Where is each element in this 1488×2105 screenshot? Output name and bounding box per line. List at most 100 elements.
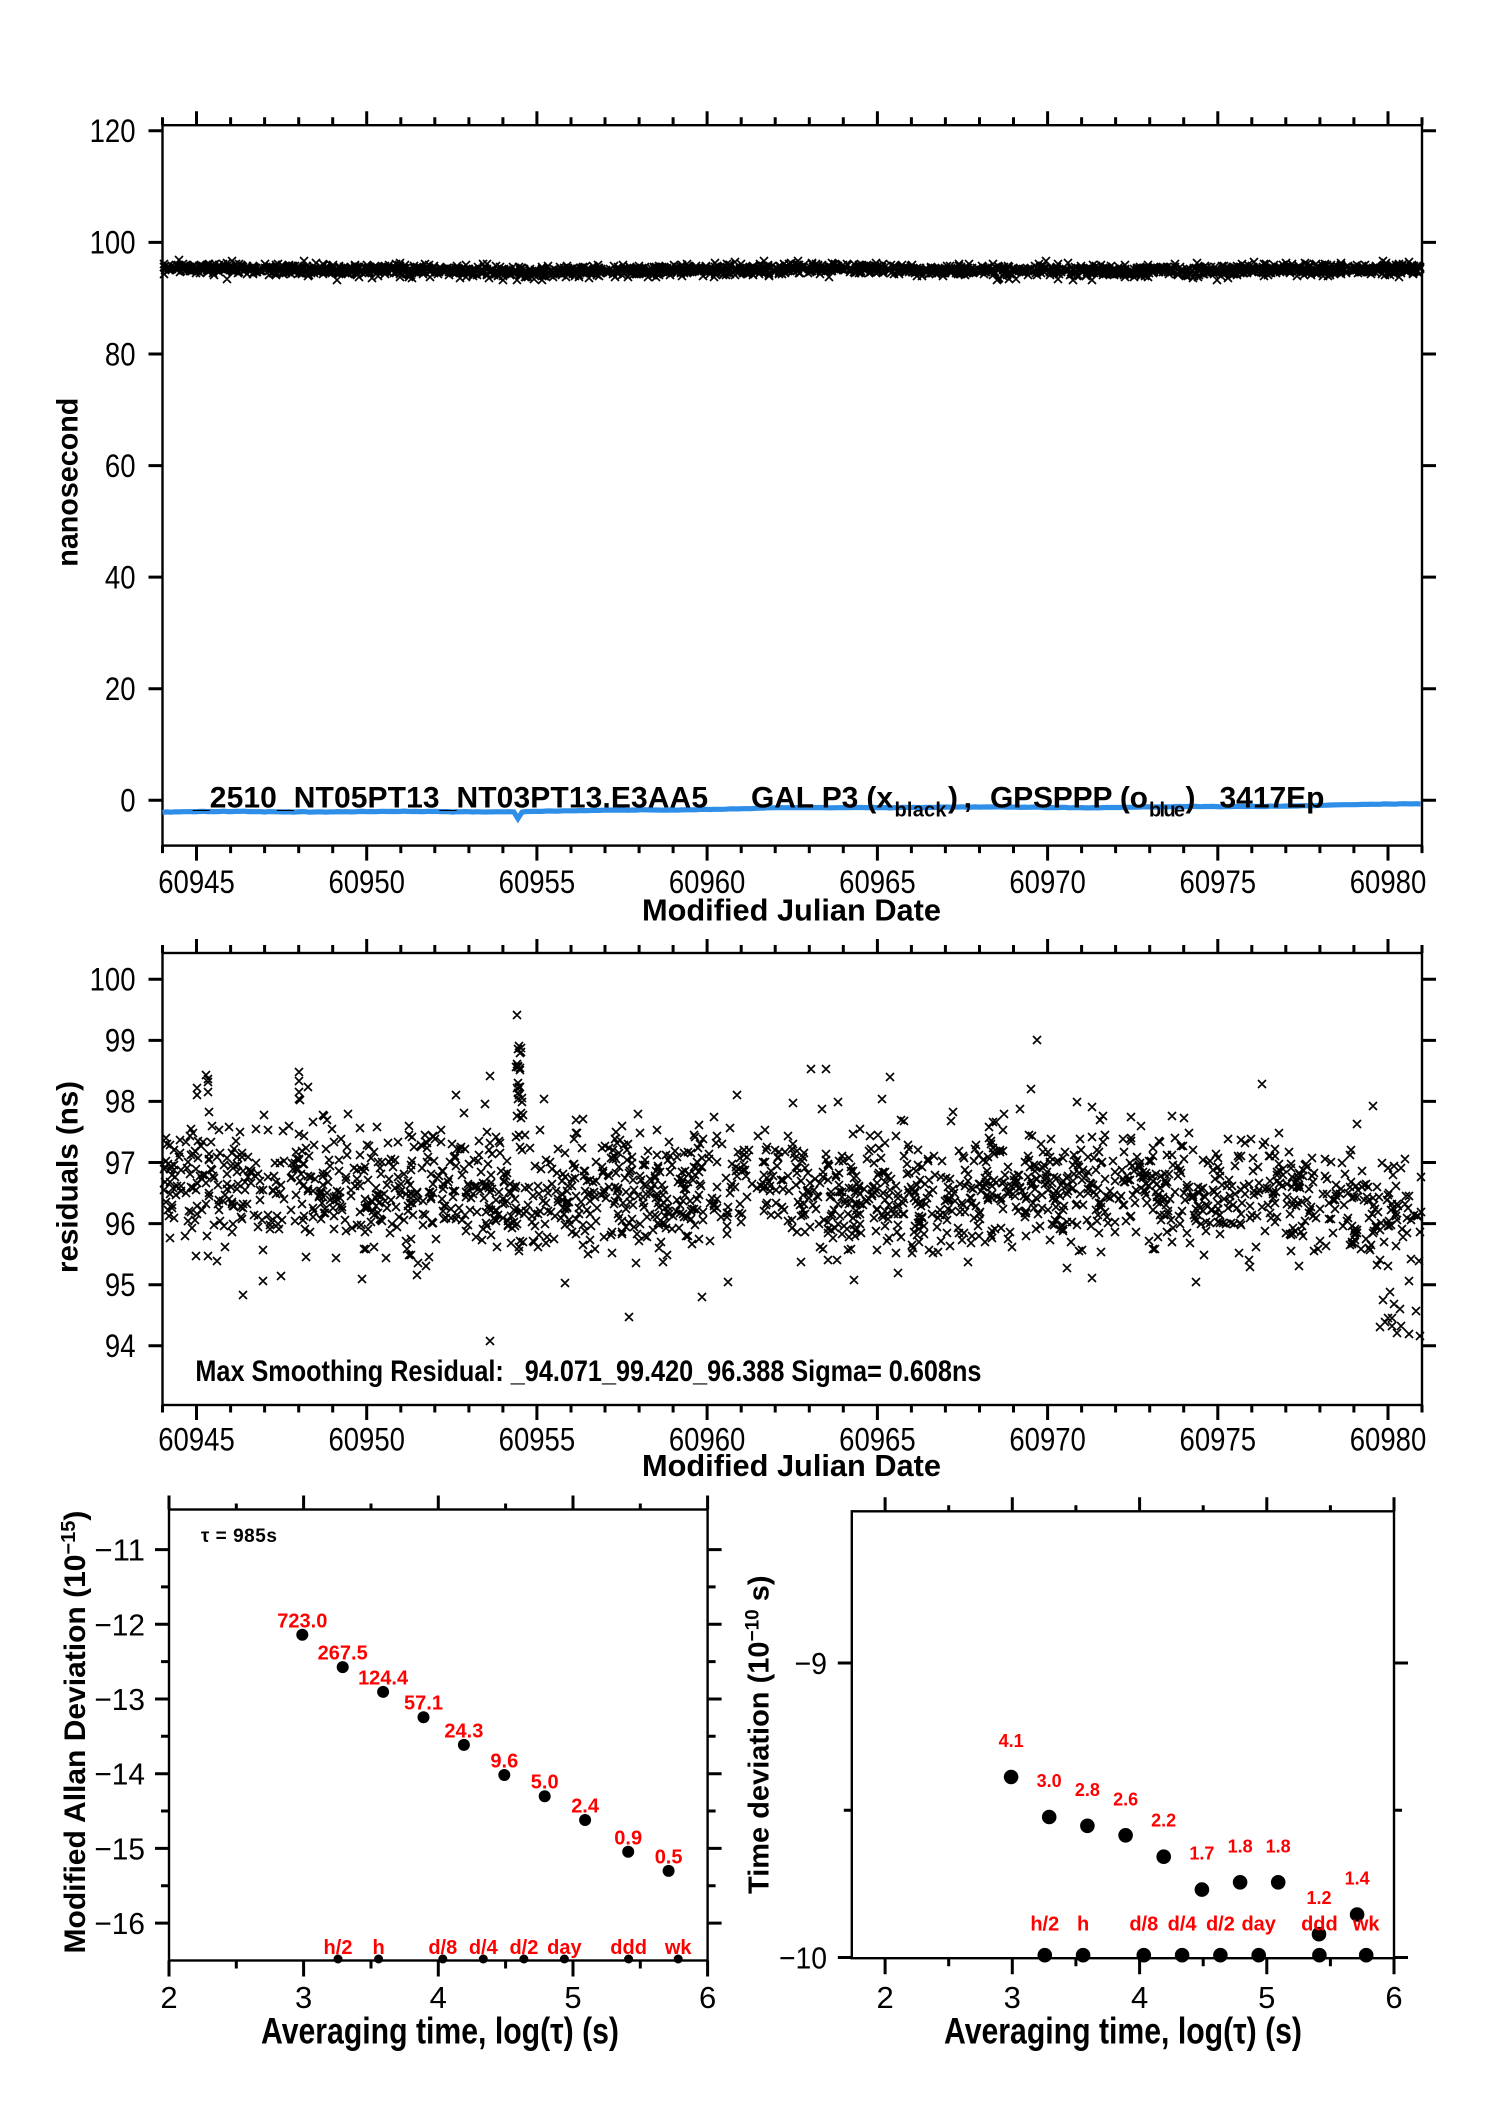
svg-text:100: 100 — [90, 962, 136, 998]
svg-text:60965: 60965 — [839, 1422, 916, 1458]
svg-text:99: 99 — [105, 1023, 136, 1059]
svg-text:2.2: 2.2 — [1151, 1811, 1176, 1831]
svg-text:80: 80 — [105, 336, 136, 372]
svg-text:Modified Julian Date: Modified Julian Date — [642, 1448, 941, 1483]
svg-text:60950: 60950 — [328, 864, 405, 900]
svg-text:60950: 60950 — [328, 1422, 405, 1458]
svg-text:95: 95 — [105, 1267, 136, 1303]
svg-text:2.8: 2.8 — [1075, 1780, 1100, 1800]
svg-text:3417Ep: 3417Ep — [1220, 782, 1325, 815]
svg-text:GPSPPP (o: GPSPPP (o — [990, 782, 1148, 815]
svg-text:9.6: 9.6 — [490, 1751, 518, 1773]
svg-text:97: 97 — [105, 1145, 136, 1181]
svg-text:60965: 60965 — [839, 864, 916, 900]
svg-text:3.0: 3.0 — [1037, 1771, 1062, 1791]
svg-text:5: 5 — [564, 1980, 581, 2015]
svg-text:d/8: d/8 — [428, 1937, 457, 1959]
svg-text:120: 120 — [90, 113, 136, 149]
svg-text:60945: 60945 — [158, 1422, 235, 1458]
svg-text:57.1: 57.1 — [404, 1693, 443, 1715]
svg-text:60980: 60980 — [1350, 1422, 1427, 1458]
svg-text:τ = 985s: τ = 985s — [201, 1526, 277, 1547]
svg-text:24.3: 24.3 — [444, 1720, 483, 1742]
svg-text:0.5: 0.5 — [655, 1846, 683, 1868]
svg-text:GAL P3 (x: GAL P3 (x — [751, 782, 893, 815]
svg-text:blue: blue — [1149, 800, 1185, 822]
svg-text:60980: 60980 — [1350, 864, 1427, 900]
svg-text:124.4: 124.4 — [358, 1667, 409, 1689]
svg-text:723.0: 723.0 — [277, 1610, 327, 1632]
svg-text:4: 4 — [1131, 1980, 1148, 2015]
svg-text:black: black — [895, 800, 948, 822]
svg-text:−14: −14 — [94, 1757, 145, 1792]
svg-text:d/2: d/2 — [509, 1937, 538, 1959]
svg-text:d/2: d/2 — [1206, 1914, 1235, 1936]
svg-text:ddd: ddd — [610, 1937, 647, 1959]
svg-text:100: 100 — [90, 225, 136, 261]
svg-text:h: h — [1077, 1914, 1089, 1936]
svg-text:60975: 60975 — [1180, 1422, 1257, 1458]
svg-text:5: 5 — [1258, 1980, 1275, 2015]
svg-text:96: 96 — [105, 1206, 136, 1242]
svg-text:d/8: d/8 — [1129, 1914, 1158, 1936]
svg-text:6: 6 — [699, 1980, 716, 2015]
svg-text:60945: 60945 — [158, 864, 235, 900]
svg-text:60955: 60955 — [499, 1422, 576, 1458]
svg-text:day: day — [547, 1937, 582, 1959]
svg-text:h/2: h/2 — [324, 1937, 353, 1959]
svg-text:60970: 60970 — [1009, 1422, 1086, 1458]
svg-text:Averaging time, log(τ) (s): Averaging time, log(τ) (s) — [261, 2011, 619, 2052]
svg-text:1.8: 1.8 — [1228, 1836, 1253, 1856]
svg-text:Time deviation (10−10 s): Time deviation (10−10 s) — [743, 1575, 776, 1894]
svg-text:98: 98 — [105, 1084, 136, 1120]
svg-text:20: 20 — [105, 671, 136, 707]
svg-text:60970: 60970 — [1009, 864, 1086, 900]
svg-text:3: 3 — [295, 1980, 312, 2015]
svg-text:−13: −13 — [94, 1682, 145, 1717]
svg-text:2.6: 2.6 — [1113, 1789, 1138, 1809]
svg-text:−11: −11 — [94, 1533, 145, 1568]
svg-text:94: 94 — [105, 1328, 136, 1364]
svg-text:60955: 60955 — [499, 864, 576, 900]
svg-text:Modified Allan Deviation (10−1: Modified Allan Deviation (10−15) — [58, 1511, 92, 1954]
svg-text:wk: wk — [1352, 1914, 1381, 1936]
svg-text:d/4: d/4 — [1168, 1914, 1198, 1936]
svg-text:d/4: d/4 — [469, 1937, 499, 1959]
svg-text:day: day — [1241, 1914, 1276, 1936]
svg-text:2: 2 — [160, 1980, 177, 2015]
svg-text:40: 40 — [105, 559, 136, 595]
svg-text:1.7: 1.7 — [1189, 1844, 1214, 1864]
svg-text:4.1: 4.1 — [999, 1731, 1024, 1751]
svg-text:60960: 60960 — [669, 864, 746, 900]
svg-text:−9: −9 — [795, 1646, 828, 1681]
svg-text:−16: −16 — [94, 1906, 145, 1941]
svg-text:5.0: 5.0 — [531, 1772, 559, 1794]
svg-text:1.2: 1.2 — [1306, 1888, 1331, 1908]
svg-text:Max Smoothing Residual: _94.07: Max Smoothing Residual: _94.071_99.420_9… — [195, 1355, 981, 1388]
svg-text:1.8: 1.8 — [1266, 1836, 1291, 1856]
svg-text:1.4: 1.4 — [1345, 1869, 1370, 1889]
svg-text:residuals (ns): residuals (ns) — [52, 1081, 85, 1273]
svg-text:60: 60 — [105, 448, 136, 484]
svg-text:ddd: ddd — [1301, 1914, 1338, 1936]
svg-text:−15: −15 — [94, 1831, 145, 1866]
svg-text:h/2: h/2 — [1030, 1914, 1059, 1936]
svg-text:0: 0 — [120, 783, 135, 819]
svg-text:6: 6 — [1385, 1980, 1402, 2015]
svg-text:0.9: 0.9 — [614, 1827, 642, 1849]
svg-text:−12: −12 — [94, 1607, 145, 1642]
svg-text:Modified Julian Date: Modified Julian Date — [642, 893, 941, 928]
svg-text:−10: −10 — [779, 1941, 827, 1976]
svg-text:4: 4 — [430, 1980, 447, 2015]
svg-text:_2510_NT05PT13_NT03PT13.E3AA5: _2510_NT05PT13_NT03PT13.E3AA5 — [192, 782, 708, 815]
svg-text:Averaging time, log(τ) (s): Averaging time, log(τ) (s) — [944, 2011, 1302, 2052]
svg-text:) ,: ) , — [948, 782, 972, 815]
svg-text:267.5: 267.5 — [318, 1643, 368, 1665]
svg-text:60975: 60975 — [1180, 864, 1257, 900]
svg-text:3: 3 — [1004, 1980, 1021, 2015]
svg-text:2.4: 2.4 — [571, 1796, 600, 1818]
svg-text:2: 2 — [876, 1980, 893, 2015]
svg-text:nanosecond: nanosecond — [52, 398, 85, 567]
svg-text:): ) — [1186, 782, 1196, 815]
svg-text:60960: 60960 — [669, 1422, 746, 1458]
